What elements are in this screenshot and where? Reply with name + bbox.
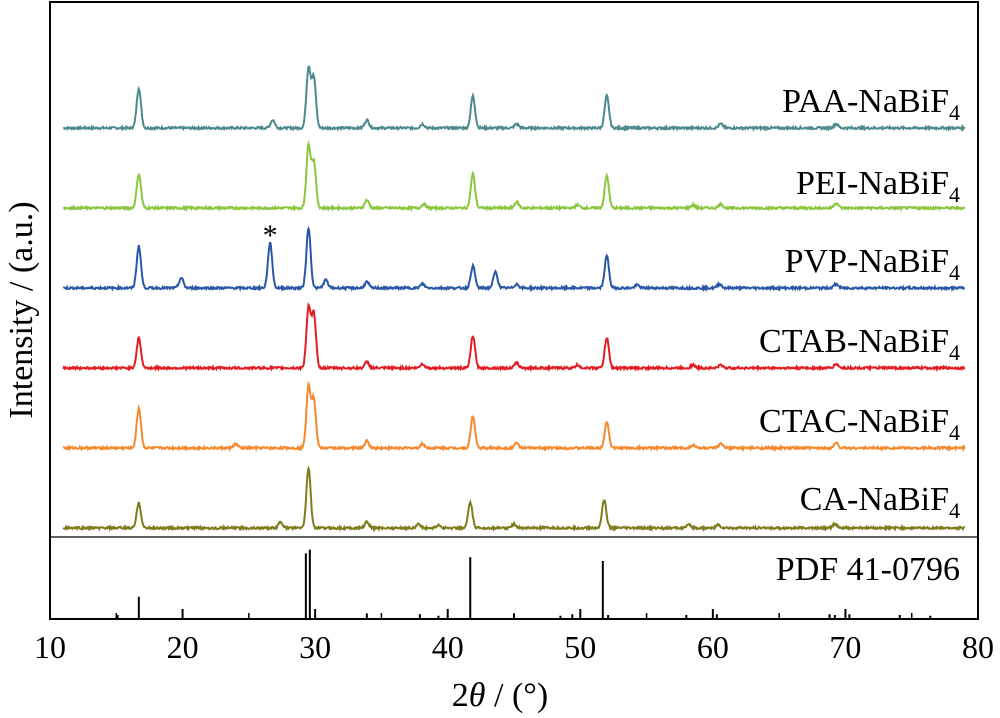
series-line-5: [62, 380, 966, 453]
reference-pattern: [116, 549, 932, 618]
series-label-5: CTAC-NaBiF4: [759, 403, 960, 445]
series-line-6: [62, 465, 966, 533]
x-tick-label-40: 40: [432, 629, 464, 665]
series-line-3: [62, 225, 966, 293]
series-label-3: PVP-NaBiF4: [785, 243, 960, 285]
x-axis: 10 20 30 40 50 60 70 80: [34, 609, 994, 665]
x-axis-label: 2θ / (°): [452, 677, 548, 714]
x-tick-label-80: 80: [962, 629, 994, 665]
x-tick-label-60: 60: [697, 629, 729, 665]
series-line-4: [62, 301, 966, 373]
x-tick-label-30: 30: [299, 629, 331, 665]
x-tick-label-50: 50: [564, 629, 596, 665]
y-axis-label: Intensity / (a.u.): [3, 201, 40, 418]
x-tick-label-20: 20: [167, 629, 199, 665]
series-labels: PAA-NaBiF4 PEI-NaBiF4 PVP-NaBiF4 CTAB-NaBiF…: [759, 83, 960, 588]
series-curves: [62, 65, 966, 533]
series-line-2: [62, 139, 966, 213]
reference-label: PDF 41-0796: [776, 551, 960, 588]
x-tick-label-10: 10: [34, 629, 66, 665]
series-label-4: CTAB-NaBiF4: [759, 323, 960, 365]
series-label-6: CA-NaBiF4: [800, 481, 960, 523]
series-label-2: PEI-NaBiF4: [796, 165, 960, 207]
x-tick-label-70: 70: [829, 629, 861, 665]
annotation-asterisk: *: [263, 219, 278, 252]
series-line-1: [63, 65, 966, 133]
series-label-1: PAA-NaBiF4: [782, 83, 960, 125]
